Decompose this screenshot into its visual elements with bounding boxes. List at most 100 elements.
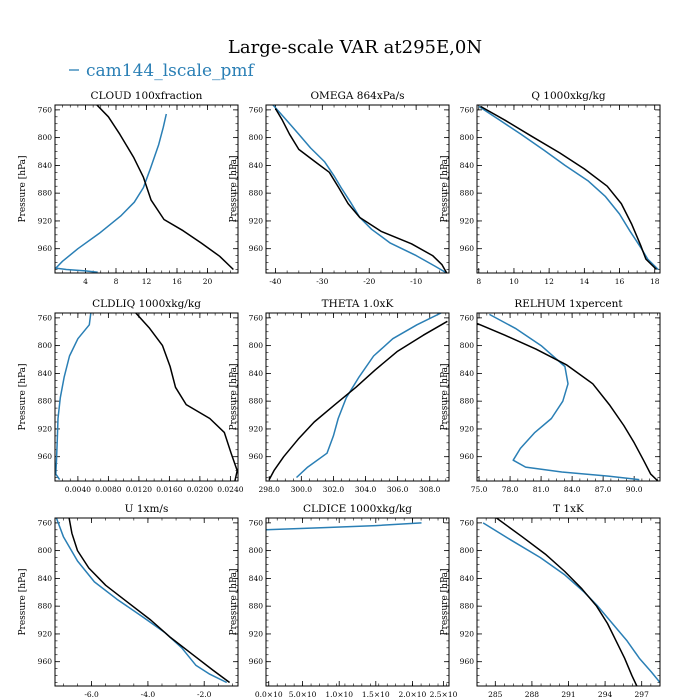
x-tick-label: 304.0	[355, 485, 377, 494]
chart-panel: CLDICE 1000xkg/kg Pressure [hPa] 760 800 840…	[229, 503, 458, 699]
y-tick-label: 760	[38, 313, 53, 322]
chart-panel: RELHUM 1xpercent Pressure [hPa] 760 800 840 8…	[440, 298, 661, 494]
y-tick-label: 800	[460, 546, 475, 555]
y-tick-label: 880	[249, 189, 264, 198]
y-tick-label: 960	[38, 657, 53, 666]
y-axis-label: Pressure [hPa]	[229, 155, 239, 222]
y-tick-label: 760	[249, 313, 264, 322]
x-tick-label: 8	[476, 277, 481, 286]
x-tick-label: -20	[363, 277, 375, 286]
series-line-blue	[266, 522, 422, 531]
x-tick-label: 18	[650, 277, 660, 286]
panel-title: U 1xm/s	[125, 503, 169, 515]
y-tick-label: 760	[38, 105, 53, 114]
x-tick-label: 288	[525, 690, 540, 699]
figure-title: Large-scale VAR at295E,0N	[228, 37, 482, 58]
chart-panel: T 1xK Pressure [hPa] 760 800 840 880 920 960 285…	[440, 503, 661, 699]
series-line-blue	[55, 113, 168, 273]
plot-frame	[476, 312, 661, 482]
series-line-black	[477, 322, 659, 481]
y-tick-label: 840	[38, 161, 53, 170]
y-tick-label: 840	[249, 574, 264, 583]
x-tick-label: 12	[544, 277, 554, 286]
y-tick-label: 840	[249, 161, 264, 170]
panel-grid: CLOUD 100xfraction Pressure [hPa] 760 800 84…	[18, 90, 661, 699]
x-tick-label: -6.0	[84, 690, 99, 699]
y-tick-label: 880	[249, 602, 264, 611]
series-line-black	[480, 105, 658, 271]
x-tick-label: 78.0	[502, 485, 519, 494]
series-line-blue	[489, 313, 640, 481]
x-tick-label: 16	[615, 277, 625, 286]
x-tick-label: 90.0	[626, 485, 643, 494]
x-tick-label: 81.0	[533, 485, 550, 494]
plot-frame	[476, 517, 661, 687]
y-tick-label: 960	[249, 657, 264, 666]
y-tick-label: 760	[460, 313, 475, 322]
x-tick-label: 8	[114, 277, 119, 286]
y-tick-label: 840	[460, 369, 475, 378]
x-tick-label: 20	[203, 277, 213, 286]
panel-title: Q 1000xkg/kg	[531, 90, 606, 102]
y-tick-label: 800	[38, 341, 53, 350]
chart-panel: CLDLIQ 1000xkg/kg Pressure [hPa] 760 800 840…	[18, 298, 244, 494]
panel-title: CLDICE 1000xkg/kg	[303, 503, 412, 515]
y-tick-label: 800	[38, 133, 53, 142]
y-tick-label: 960	[38, 244, 53, 253]
y-tick-label: 920	[249, 424, 264, 433]
y-tick-label: 840	[249, 369, 264, 378]
y-tick-label: 920	[460, 216, 475, 225]
x-tick-label: -30	[316, 277, 328, 286]
y-axis-label: Pressure [hPa]	[440, 568, 450, 635]
chart-panel: CLOUD 100xfraction Pressure [hPa] 760 800 84…	[18, 90, 239, 286]
panel-title: CLOUD 100xfraction	[91, 90, 203, 102]
panel-title: RELHUM 1xpercent	[514, 298, 623, 310]
y-tick-label: 960	[38, 452, 53, 461]
x-tick-label: 2.5×10	[430, 690, 458, 699]
y-tick-label: 760	[460, 518, 475, 527]
x-tick-label: 5.0×10	[289, 690, 317, 699]
x-tick-label: 75.0	[471, 485, 488, 494]
plot-frame	[54, 312, 239, 482]
x-tick-label: 0.0240	[217, 485, 243, 494]
plot-frame	[265, 517, 450, 687]
y-axis-label: Pressure [hPa]	[18, 155, 28, 222]
x-tick-label: 0.0040	[65, 485, 91, 494]
x-tick-label: 0.0160	[156, 485, 182, 494]
y-tick-label: 880	[249, 397, 264, 406]
x-tick-label: 0.0×10	[255, 690, 283, 699]
y-tick-label: 920	[38, 424, 53, 433]
x-tick-label: -40	[269, 277, 281, 286]
x-tick-label: 10	[509, 277, 519, 286]
chart-panel: U 1xm/s Pressure [hPa] 760 800 840 880 920 960 -…	[18, 503, 239, 699]
x-tick-label: 300.0	[291, 485, 313, 494]
y-tick-label: 800	[460, 133, 475, 142]
x-tick-label: -2.0	[197, 690, 212, 699]
y-tick-label: 800	[38, 546, 53, 555]
y-tick-label: 880	[460, 189, 475, 198]
panel-title: CLDLIQ 1000xkg/kg	[92, 298, 201, 310]
series-line-blue	[272, 105, 448, 273]
chart-panel: OMEGA 864xPa/s Pressure [hPa] 760 800 840 880…	[229, 90, 450, 286]
plot-frame	[54, 517, 239, 687]
y-tick-label: 880	[38, 397, 53, 406]
series-line-blue	[55, 313, 92, 481]
series-line-black	[135, 313, 238, 481]
x-tick-label: 298.0	[258, 485, 280, 494]
plot-frame	[476, 104, 661, 274]
y-tick-label: 880	[38, 602, 53, 611]
y-tick-label: 800	[249, 546, 264, 555]
y-axis-label: Pressure [hPa]	[18, 363, 28, 430]
series-line-blue	[55, 518, 228, 684]
y-tick-label: 920	[38, 629, 53, 638]
y-axis-label: Pressure [hPa]	[440, 363, 450, 430]
x-tick-label: 12	[142, 277, 152, 286]
chart-panel: Q 1000xkg/kg Pressure [hPa] 760 800 840 880 92…	[440, 90, 661, 286]
x-tick-label: 84.0	[564, 485, 581, 494]
x-tick-label: 0.0120	[126, 485, 152, 494]
y-tick-label: 920	[460, 424, 475, 433]
plot-frame	[265, 312, 450, 482]
plot-frame	[54, 104, 239, 274]
series-line-black	[274, 108, 448, 273]
